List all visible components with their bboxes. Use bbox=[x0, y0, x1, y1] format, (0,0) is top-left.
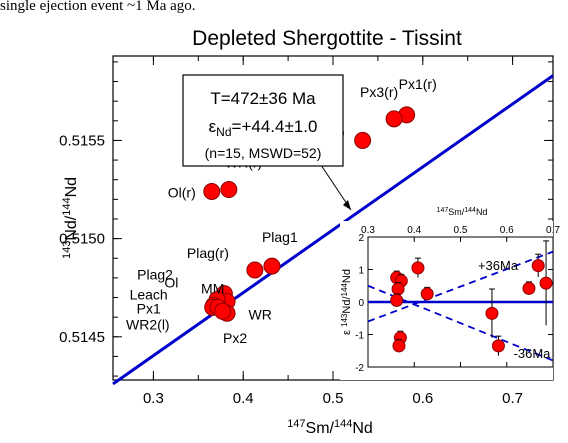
epsilon-number: =+44.4±1.0 bbox=[232, 117, 318, 136]
annotation-arrowhead bbox=[343, 200, 351, 210]
y-tick-label: 0.5155 bbox=[59, 132, 105, 149]
inset-data-point bbox=[531, 259, 545, 273]
point-label: Plag1 bbox=[262, 229, 298, 245]
inset-tick-labels: 0.3 0.4 0.5 0.6 0.7 -2 -1 0 1 2 bbox=[355, 225, 560, 374]
inset-y-tick-label: 0 bbox=[358, 298, 364, 309]
error-envelope-line bbox=[367, 250, 554, 323]
point-label: Px1(r) bbox=[399, 76, 437, 92]
isochron-result-box: T=472±36 Ma εNd=+44.4±1.0 (n=15, MSWD=52… bbox=[182, 74, 344, 167]
main-plot: Depleted Shergottite - Tissint 0.3 0.4 0.5… bbox=[59, 27, 554, 437]
y-tick-label: 0.5150 bbox=[59, 231, 105, 248]
point-label: Px1 bbox=[137, 300, 161, 316]
point-label: Plag(r) bbox=[187, 245, 229, 261]
x-tick-label: 0.5 bbox=[323, 390, 344, 407]
isochron-stats: (n=15, MSWD=52) bbox=[205, 145, 322, 161]
inset-background bbox=[340, 221, 553, 380]
main-tick-labels: 0.3 0.4 0.5 0.6 0.7 0.5145 0.5150 0.5155 bbox=[59, 132, 523, 407]
epsilon-nd-value: εNd=+44.4±1.0 bbox=[209, 117, 318, 139]
inset-x-tick-label: 0.6 bbox=[500, 225, 514, 236]
inset-data-point bbox=[411, 261, 425, 275]
inset-x-axis-label: 147Sm/144Nd bbox=[437, 207, 488, 217]
x-tick-label: 0.7 bbox=[502, 390, 523, 407]
point-label: Px3(r) bbox=[360, 84, 398, 100]
inset-data-point bbox=[420, 287, 434, 301]
x-tick-label: 0.6 bbox=[412, 390, 433, 407]
inset-y-tick-label: -2 bbox=[355, 363, 364, 374]
chart-title: Depleted Shergottite - Tissint bbox=[192, 27, 462, 50]
inset-x-tick-label: 0.5 bbox=[454, 225, 468, 236]
inset-y-tick-label: 2 bbox=[358, 233, 364, 244]
x-tick-label: 0.3 bbox=[143, 390, 164, 407]
main-points bbox=[203, 106, 416, 322]
point-label: Ol bbox=[164, 275, 178, 291]
epsilon-subscript: Nd bbox=[216, 125, 231, 139]
epsilon-symbol: ε bbox=[209, 117, 217, 136]
y-tick-label: 0.5145 bbox=[59, 329, 105, 346]
data-point bbox=[220, 181, 238, 199]
y-axis-label: 143Nd/144Nd bbox=[61, 177, 80, 259]
inset-data-point bbox=[485, 306, 499, 320]
inset-x-tick-label: 0.4 bbox=[407, 225, 421, 236]
inset-x-tick-label: 0.7 bbox=[546, 225, 560, 236]
upper-envelope-label: +36Ma bbox=[478, 258, 519, 273]
inset-data-point bbox=[522, 281, 536, 295]
inset-residual-plot: 0.3 0.4 0.5 0.6 0.7 -2 -1 0 1 2 +36Ma -36Ma 147Sm… bbox=[340, 207, 560, 380]
data-point bbox=[385, 110, 403, 128]
inset-y-tick-label: -1 bbox=[355, 331, 364, 342]
caption-fragment: single ejection event ~1 Ma ago. bbox=[0, 0, 196, 14]
point-label: MM bbox=[201, 280, 224, 296]
point-label: Leach bbox=[130, 286, 168, 302]
inset-ticks bbox=[367, 236, 554, 368]
data-point bbox=[354, 131, 372, 149]
inset-error-envelopes bbox=[367, 250, 554, 362]
inset-data-point bbox=[491, 339, 505, 353]
isochron-age: T=472±36 Ma bbox=[210, 89, 316, 108]
annotation-frame bbox=[182, 74, 344, 167]
data-point bbox=[214, 302, 232, 320]
inset-data-point bbox=[539, 276, 553, 290]
point-label: Px2 bbox=[223, 330, 247, 346]
isochron-line bbox=[112, 74, 554, 386]
point-label: Plag2 bbox=[137, 266, 173, 282]
point-label: WR2(l) bbox=[126, 316, 170, 332]
point-label: Ol(r) bbox=[168, 184, 196, 200]
inset-data-point bbox=[392, 339, 406, 353]
inset-data-point bbox=[391, 282, 405, 296]
error-envelope-line bbox=[367, 284, 554, 362]
point-label: WR bbox=[249, 306, 272, 322]
inset-points bbox=[390, 240, 553, 356]
inset-x-tick-label: 0.3 bbox=[361, 225, 375, 236]
data-point bbox=[263, 257, 281, 275]
lower-envelope-label: -36Ma bbox=[514, 346, 552, 361]
data-point bbox=[246, 261, 264, 279]
data-point bbox=[203, 182, 221, 200]
x-axis-label: 147Sm/144Nd bbox=[287, 418, 373, 437]
inset-data-point bbox=[390, 293, 404, 307]
inset-y-tick-label: 1 bbox=[358, 266, 364, 277]
x-tick-label: 0.4 bbox=[233, 390, 254, 407]
